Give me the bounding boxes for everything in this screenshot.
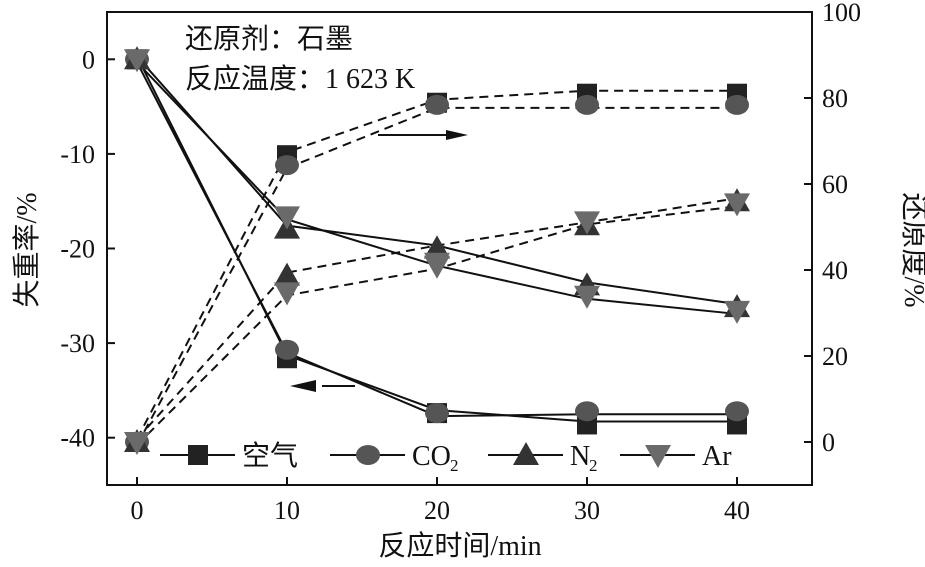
reduction-point <box>724 193 750 217</box>
reduction-point <box>574 211 600 235</box>
arrow-right-head <box>446 130 468 140</box>
annotation-reductant: 还原剂：石墨 <box>185 23 353 55</box>
reduction-point <box>274 282 300 306</box>
reduction-line-1 <box>136 106 737 446</box>
weight-loss-point <box>575 401 599 422</box>
annotation-temperature: 反应温度：1 623 K <box>185 63 415 95</box>
legend-label: N <box>570 441 590 472</box>
y-right-axis-label: 还原度/% <box>898 192 925 307</box>
arrow-left-head <box>290 380 316 392</box>
y-right-tick-label: 0 <box>822 428 835 457</box>
reduction-point <box>725 94 749 115</box>
legend-marker-triangle-down <box>645 445 671 468</box>
x-tick-label: 40 <box>724 496 750 525</box>
legend-label: Ar <box>702 441 732 472</box>
reduction-point <box>274 262 300 286</box>
y-left-tick-label: -20 <box>60 235 95 264</box>
y-left-axis-label: 失重率/% <box>11 192 43 307</box>
legend-label: CO <box>412 441 451 472</box>
y-right-tick-label: 40 <box>822 256 848 285</box>
legend-marker-triangle-up <box>513 442 539 465</box>
y-left-tick-label: -40 <box>60 424 95 453</box>
legend-marker-square <box>188 445 208 465</box>
legend-label-subscript: 2 <box>450 456 459 475</box>
legend-label-subscript: 2 <box>589 456 598 475</box>
y-left-tick-label: 0 <box>82 45 95 74</box>
reduction-point <box>124 432 150 455</box>
y-left-tick-label: -30 <box>60 329 95 358</box>
y-right-tick-label: 60 <box>822 170 848 199</box>
y-right-tick-label: 80 <box>822 84 848 113</box>
legend-marker-circle <box>356 445 380 465</box>
reduction-point <box>275 155 299 176</box>
x-axis-label: 反应时间/min <box>378 530 541 562</box>
weight-loss-point <box>425 403 449 424</box>
weight-loss-point <box>725 401 749 422</box>
x-tick-label: 30 <box>574 496 600 525</box>
reduction-point <box>424 255 450 279</box>
y-left-tick-label: -10 <box>60 140 95 169</box>
y-right-tick-label: 20 <box>822 342 848 371</box>
legend-label: 空气 <box>242 440 298 472</box>
reduction-point <box>575 94 599 115</box>
weight-loss-point <box>274 206 300 230</box>
weight-loss-point <box>124 49 150 73</box>
x-tick-label: 0 <box>131 496 144 525</box>
y-right-tick-label: 100 <box>822 0 861 27</box>
reduction-point <box>425 94 449 115</box>
weight-loss-point <box>574 285 600 309</box>
weight-loss-point <box>724 300 750 324</box>
x-tick-label: 10 <box>274 496 300 525</box>
x-tick-label: 20 <box>424 496 450 525</box>
weight-loss-point <box>275 339 299 360</box>
